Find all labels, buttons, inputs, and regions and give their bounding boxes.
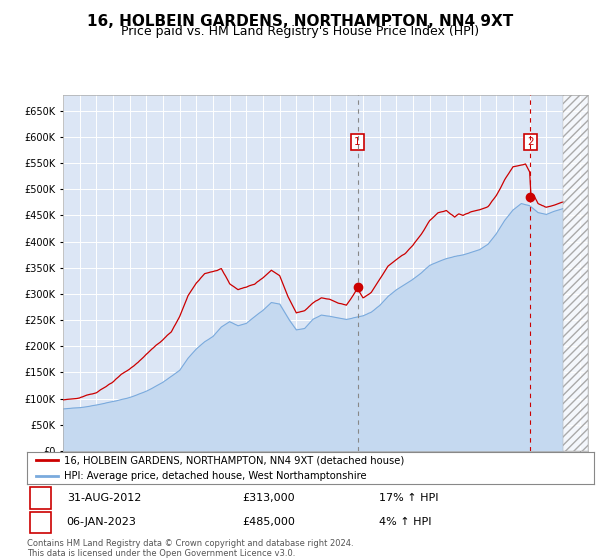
FancyBboxPatch shape xyxy=(30,487,52,508)
Text: 2: 2 xyxy=(37,517,44,528)
Text: Price paid vs. HM Land Registry's House Price Index (HPI): Price paid vs. HM Land Registry's House … xyxy=(121,25,479,38)
Text: £313,000: £313,000 xyxy=(242,493,295,503)
Text: Contains HM Land Registry data © Crown copyright and database right 2024.
This d: Contains HM Land Registry data © Crown c… xyxy=(27,539,353,558)
Text: 17% ↑ HPI: 17% ↑ HPI xyxy=(379,493,438,503)
Text: 16, HOLBEIN GARDENS, NORTHAMPTON, NN4 9XT: 16, HOLBEIN GARDENS, NORTHAMPTON, NN4 9X… xyxy=(87,14,513,29)
Text: 1: 1 xyxy=(354,137,361,147)
Text: 4% ↑ HPI: 4% ↑ HPI xyxy=(379,517,431,528)
Text: 2: 2 xyxy=(527,137,533,147)
Text: HPI: Average price, detached house, West Northamptonshire: HPI: Average price, detached house, West… xyxy=(64,472,367,481)
Text: £485,000: £485,000 xyxy=(242,517,295,528)
FancyBboxPatch shape xyxy=(30,512,52,533)
Text: 06-JAN-2023: 06-JAN-2023 xyxy=(67,517,137,528)
Text: 31-AUG-2012: 31-AUG-2012 xyxy=(67,493,141,503)
Text: 1: 1 xyxy=(37,493,44,503)
Text: 16, HOLBEIN GARDENS, NORTHAMPTON, NN4 9XT (detached house): 16, HOLBEIN GARDENS, NORTHAMPTON, NN4 9X… xyxy=(64,455,404,465)
